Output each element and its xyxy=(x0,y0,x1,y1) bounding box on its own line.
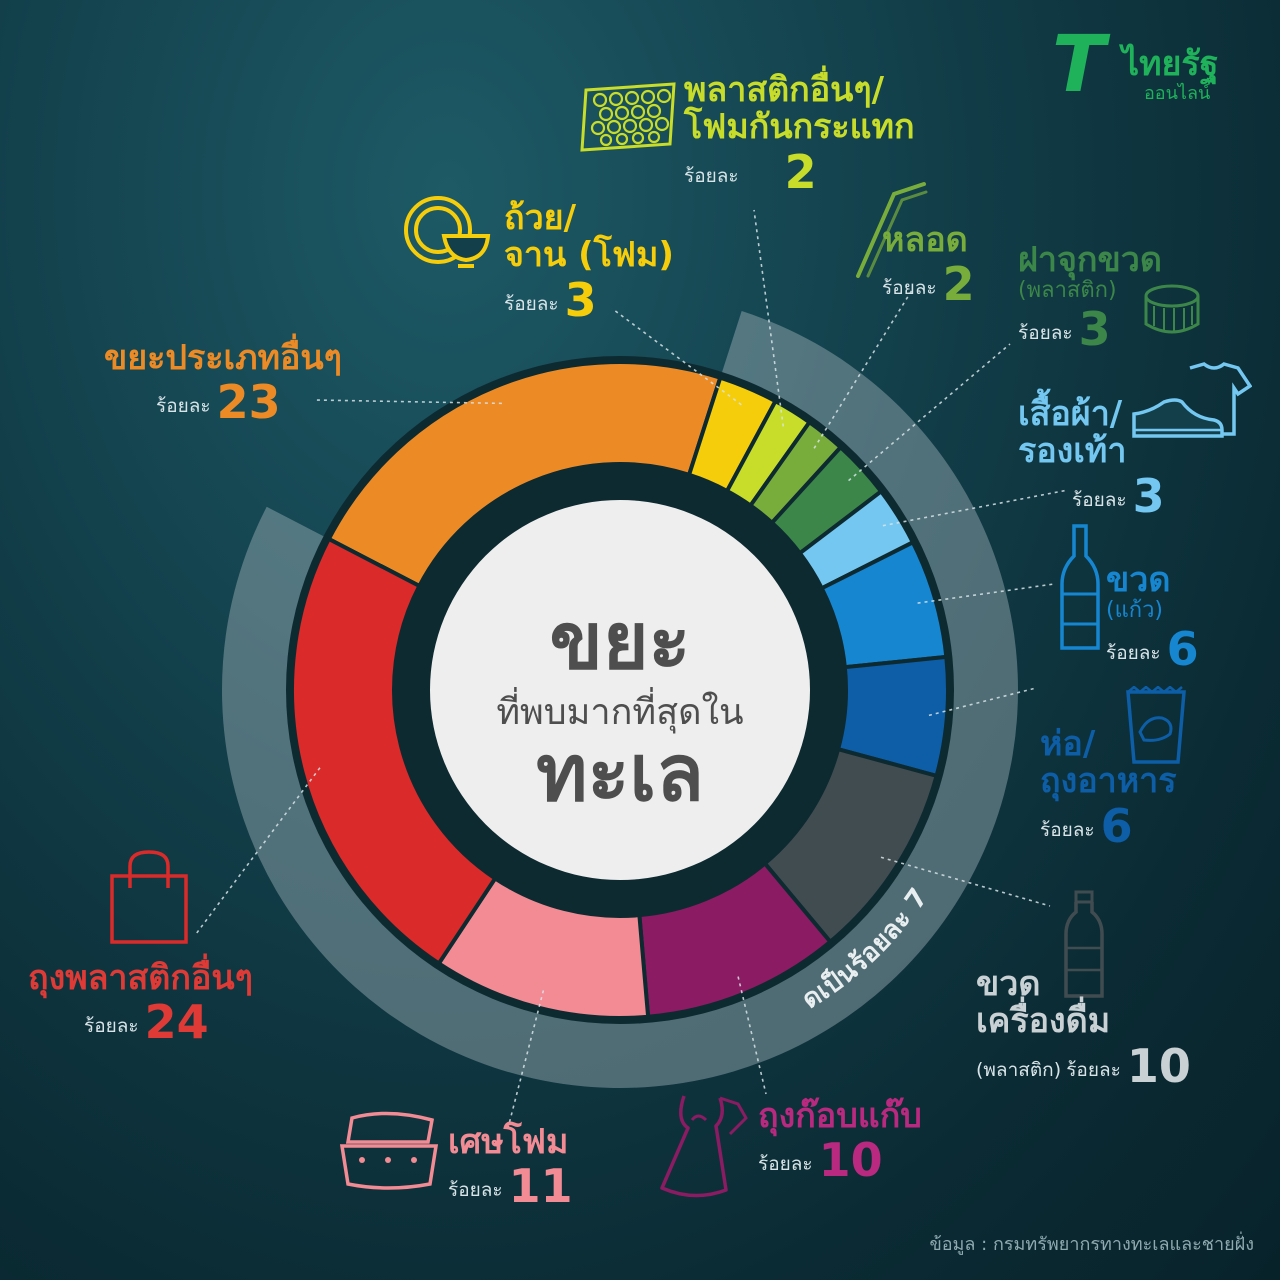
pct-value: 6 xyxy=(1166,621,1199,676)
label-cups: ถ้วย/ จาน (โฟม) ร้อยละ 3 xyxy=(504,198,674,327)
leader-line xyxy=(737,976,767,1095)
label-glass: ขวด (แก้ว) ร้อยละ 6 xyxy=(1106,560,1199,676)
pct-prefix: ร้อยละ xyxy=(448,1179,503,1202)
pct-value: 10 xyxy=(818,1133,883,1188)
pct-value: 11 xyxy=(508,1159,573,1214)
label-food: ห่อ/ ถุงอาหาร ร้อยละ 6 xyxy=(1040,724,1177,853)
leader-line xyxy=(917,583,1055,604)
pct-value: 3 xyxy=(1078,301,1111,356)
label-grocery: ถุงก๊อบแก๊บ ร้อยละ 10 xyxy=(758,1096,922,1188)
label-straw: หลอด ร้อยละ 2 xyxy=(882,220,975,312)
label-other-waste: ขยะประเภทอื่นๆ ร้อยละ 23 xyxy=(104,338,342,430)
label-name: พลาสติกอื่นๆ/ xyxy=(684,70,885,110)
label-caps: ฝาจุกขวด (พลาสติก) ร้อยละ 3 xyxy=(1018,240,1162,356)
center-disc xyxy=(430,500,810,880)
label-bags: ถุงพลาสติกอื่นๆ ร้อยละ 24 xyxy=(28,958,253,1050)
pct-prefix: ร้อยละ xyxy=(156,395,211,418)
label-foam: เศษโฟม ร้อยละ 11 xyxy=(448,1122,573,1214)
label-name: ขยะประเภทอื่นๆ xyxy=(104,338,342,378)
pct-prefix: ร้อยละ xyxy=(758,1153,813,1176)
label-name: ฝาจุกขวด xyxy=(1018,240,1162,280)
leader-line xyxy=(507,990,545,1129)
leader-line xyxy=(753,209,785,427)
pct-value: 10 xyxy=(1126,1038,1191,1093)
label-name: ถุงก๊อบแก๊บ xyxy=(758,1096,922,1136)
label-bottle: ขวด เครื่องดื่ม (พลาสติก) ร้อยละ 10 xyxy=(976,964,1191,1093)
pct-value: 24 xyxy=(144,995,209,1050)
label-name: เสื้อผ้า/ xyxy=(1018,394,1123,434)
leader-line xyxy=(613,309,742,406)
leader-line xyxy=(848,343,1011,482)
pct-value: 3 xyxy=(1132,468,1165,523)
label-name: รองเท้า xyxy=(1018,431,1127,472)
logo-name: ไทยรัฐ xyxy=(1122,44,1219,84)
pct-value: 3 xyxy=(564,272,597,327)
grocery-bag-icon xyxy=(660,1095,748,1198)
label-name: ขวด xyxy=(1106,560,1171,600)
leader-line xyxy=(813,289,913,449)
foam-sheet-icon xyxy=(580,82,676,152)
pct-prefix: ร้อยละ xyxy=(1066,1058,1121,1081)
shopping-bag-icon xyxy=(110,850,188,944)
pct-prefix: ร้อยละ xyxy=(684,164,739,187)
label-sub: (แก้ว) xyxy=(1106,598,1164,624)
label-name: ถ้วย/ xyxy=(504,198,577,238)
label-other-plastic: พลาสติกอื่นๆ/ โฟมกันกระแทก ร้อยละ 2 xyxy=(684,70,915,199)
glass-bottle-icon xyxy=(1060,524,1100,650)
shirt-shoe-icon xyxy=(1132,362,1252,438)
leader-line xyxy=(313,399,502,405)
pct-value: 2 xyxy=(942,257,975,312)
label-clothes: เสื้อผ้า/ รองเท้า ร้อยละ 3 xyxy=(1018,394,1165,523)
pct-prefix: ร้อยละ xyxy=(882,277,937,300)
center-title-2: ทะเล xyxy=(536,729,704,819)
pct-prefix: ร้อยละ xyxy=(1072,488,1127,511)
label-name: ห่อ/ xyxy=(1040,724,1096,764)
pct-value: 6 xyxy=(1100,798,1133,853)
label-name: โฟมกันกระแทก xyxy=(684,107,915,148)
label-name: เศษโฟม xyxy=(448,1122,569,1162)
plate-bowl-icon xyxy=(404,196,491,268)
label-name: เครื่องดื่ม xyxy=(976,1001,1111,1042)
pct-prefix: ร้อยละ xyxy=(504,292,559,315)
pct-prefix: ร้อยละ xyxy=(1106,641,1161,664)
straw-icon xyxy=(856,182,928,278)
logo-letter: T xyxy=(1052,20,1106,110)
brand-logo: T ไทยรัฐ ออนไลน์ xyxy=(1052,26,1242,106)
plastic-bottle-icon xyxy=(1064,890,1104,998)
leader-line xyxy=(928,687,1037,717)
pct-prefix: ร้อยละ xyxy=(1040,818,1095,841)
pct-prefix: ร้อยละ xyxy=(84,1015,139,1038)
label-name: หลอด xyxy=(882,220,968,260)
label-sub: (พลาสติก) xyxy=(976,1058,1062,1081)
label-sub: (พลาสติก) xyxy=(1018,278,1117,304)
bottle-cap-icon xyxy=(1144,284,1200,334)
pct-value: 23 xyxy=(216,375,281,430)
center-title: ขยะ xyxy=(550,597,691,687)
pct-prefix: ร้อยละ xyxy=(1018,321,1073,344)
label-name: ถุงพลาสติกอื่นๆ xyxy=(28,958,253,998)
label-name: ขวด xyxy=(976,964,1041,1004)
label-name: ถุงอาหาร xyxy=(1040,761,1177,802)
pct-value: 2 xyxy=(784,144,817,199)
label-name: จาน (โฟม) xyxy=(504,235,674,276)
foam-box-icon xyxy=(339,1111,439,1190)
snack-pack-icon xyxy=(1126,686,1186,764)
logo-sub: ออนไลน์ xyxy=(1144,83,1211,104)
leader-line xyxy=(880,856,1051,907)
source-note: ข้อมูล : กรมทรัพยากรทางทะเลและชายฝั่ง xyxy=(929,1234,1254,1255)
center-subtitle: ที่พบมากที่สุดใน xyxy=(496,687,743,734)
